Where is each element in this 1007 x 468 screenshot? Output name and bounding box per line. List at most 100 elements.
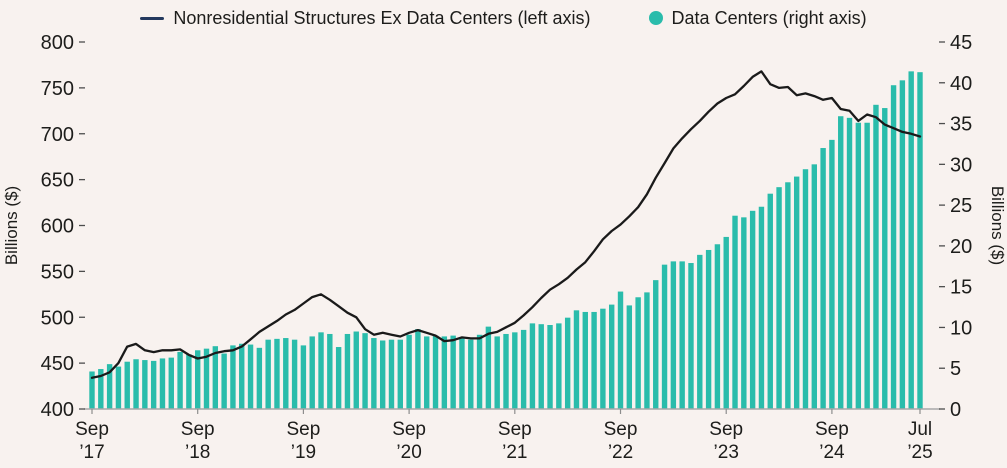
right-tick-label: 45 [950,32,972,54]
bar [829,139,835,409]
bar [793,176,800,409]
left-tick-label: 700 [41,124,74,146]
bar [661,264,668,409]
left-tick-label: 600 [41,216,74,238]
bar [247,344,254,409]
left-axis: 400 450 500 550 600 650 700 750 800 Billions ($) [2,32,85,421]
x-tick-month: Sep [815,419,849,440]
bar [617,291,624,409]
bar [291,339,298,409]
bar [512,332,518,409]
x-tick-year: ’21 [502,442,527,463]
x-tick-month: Sep [392,419,426,440]
bar [785,182,791,409]
bar [653,280,659,409]
left-tick-label: 550 [41,261,74,283]
right-axis-title: Billions ($) [988,186,1007,265]
bar [441,336,448,409]
bar [538,324,544,409]
x-tick-month: Jul [908,419,932,440]
right-tick-label: 15 [950,277,972,299]
bar [494,336,500,409]
bar [635,297,641,409]
x-tick-month: Sep [709,419,743,440]
bar [855,122,862,410]
bar [600,308,606,409]
bar [379,340,386,409]
bar [749,210,756,409]
bar [371,338,377,409]
bar [230,345,236,409]
bar [820,148,826,409]
x-tick-month: Sep [286,419,320,440]
bar [476,334,483,409]
bar [353,331,359,409]
bar [864,122,870,410]
bar [714,244,721,409]
bar [591,311,597,409]
bar [644,292,650,409]
bar [98,369,104,409]
bar [468,339,474,409]
bar [520,329,527,409]
right-tick-label: 40 [950,73,972,95]
bar [344,333,351,409]
x-tick-year: ’24 [819,442,845,463]
bar [168,357,174,409]
bar [415,329,421,409]
x-tick-month: Sep [181,419,215,440]
nonresidential-line [90,70,922,379]
bar [221,353,227,409]
bar [503,333,509,409]
x-tick-year: ’17 [79,442,104,463]
bar [697,254,703,409]
bar [115,366,122,409]
left-axis-title: Billions ($) [2,186,21,265]
bar [899,80,906,409]
bar [776,187,782,409]
bar [186,354,192,409]
bar [89,371,95,409]
dot-series-marker-icon [648,11,663,25]
bar [626,305,633,409]
bar [309,336,315,409]
bar [873,104,879,410]
right-tick-label: 25 [950,195,972,217]
legend-label-nonresidential: Nonresidential Structures Ex Data Center… [173,7,591,28]
bar [758,206,765,409]
left-tick-label: 800 [41,32,74,54]
right-tick-label: 0 [950,399,961,421]
bar [274,338,280,409]
x-tick-year: ’25 [907,442,932,463]
x-tick-month: Sep [75,419,109,440]
bar [838,116,844,409]
bar [485,326,492,409]
bar [547,325,553,409]
right-tick-label: 5 [950,358,961,380]
bar [556,323,562,409]
bar [300,345,307,409]
data-centers-bars [89,71,923,410]
chart-legend: Nonresidential Structures Ex Data Center… [0,2,1007,34]
bar [106,364,113,409]
left-tick-label: 450 [41,353,74,375]
left-tick-label: 750 [41,78,74,100]
right-tick-label: 10 [950,317,972,339]
left-tick-label: 650 [41,170,74,192]
bar [450,335,456,409]
x-tick-month: Sep [498,419,532,440]
bar [882,108,888,409]
x-tick-year: ’18 [185,442,210,463]
x-tick-year: ’22 [608,442,633,463]
bar [767,193,773,409]
bar [688,263,694,409]
x-tick-year: ’20 [396,442,421,463]
bar [732,215,738,409]
bar [459,337,465,409]
bar [327,333,333,409]
bar [212,346,219,409]
bar [177,351,183,409]
bar [150,360,157,409]
